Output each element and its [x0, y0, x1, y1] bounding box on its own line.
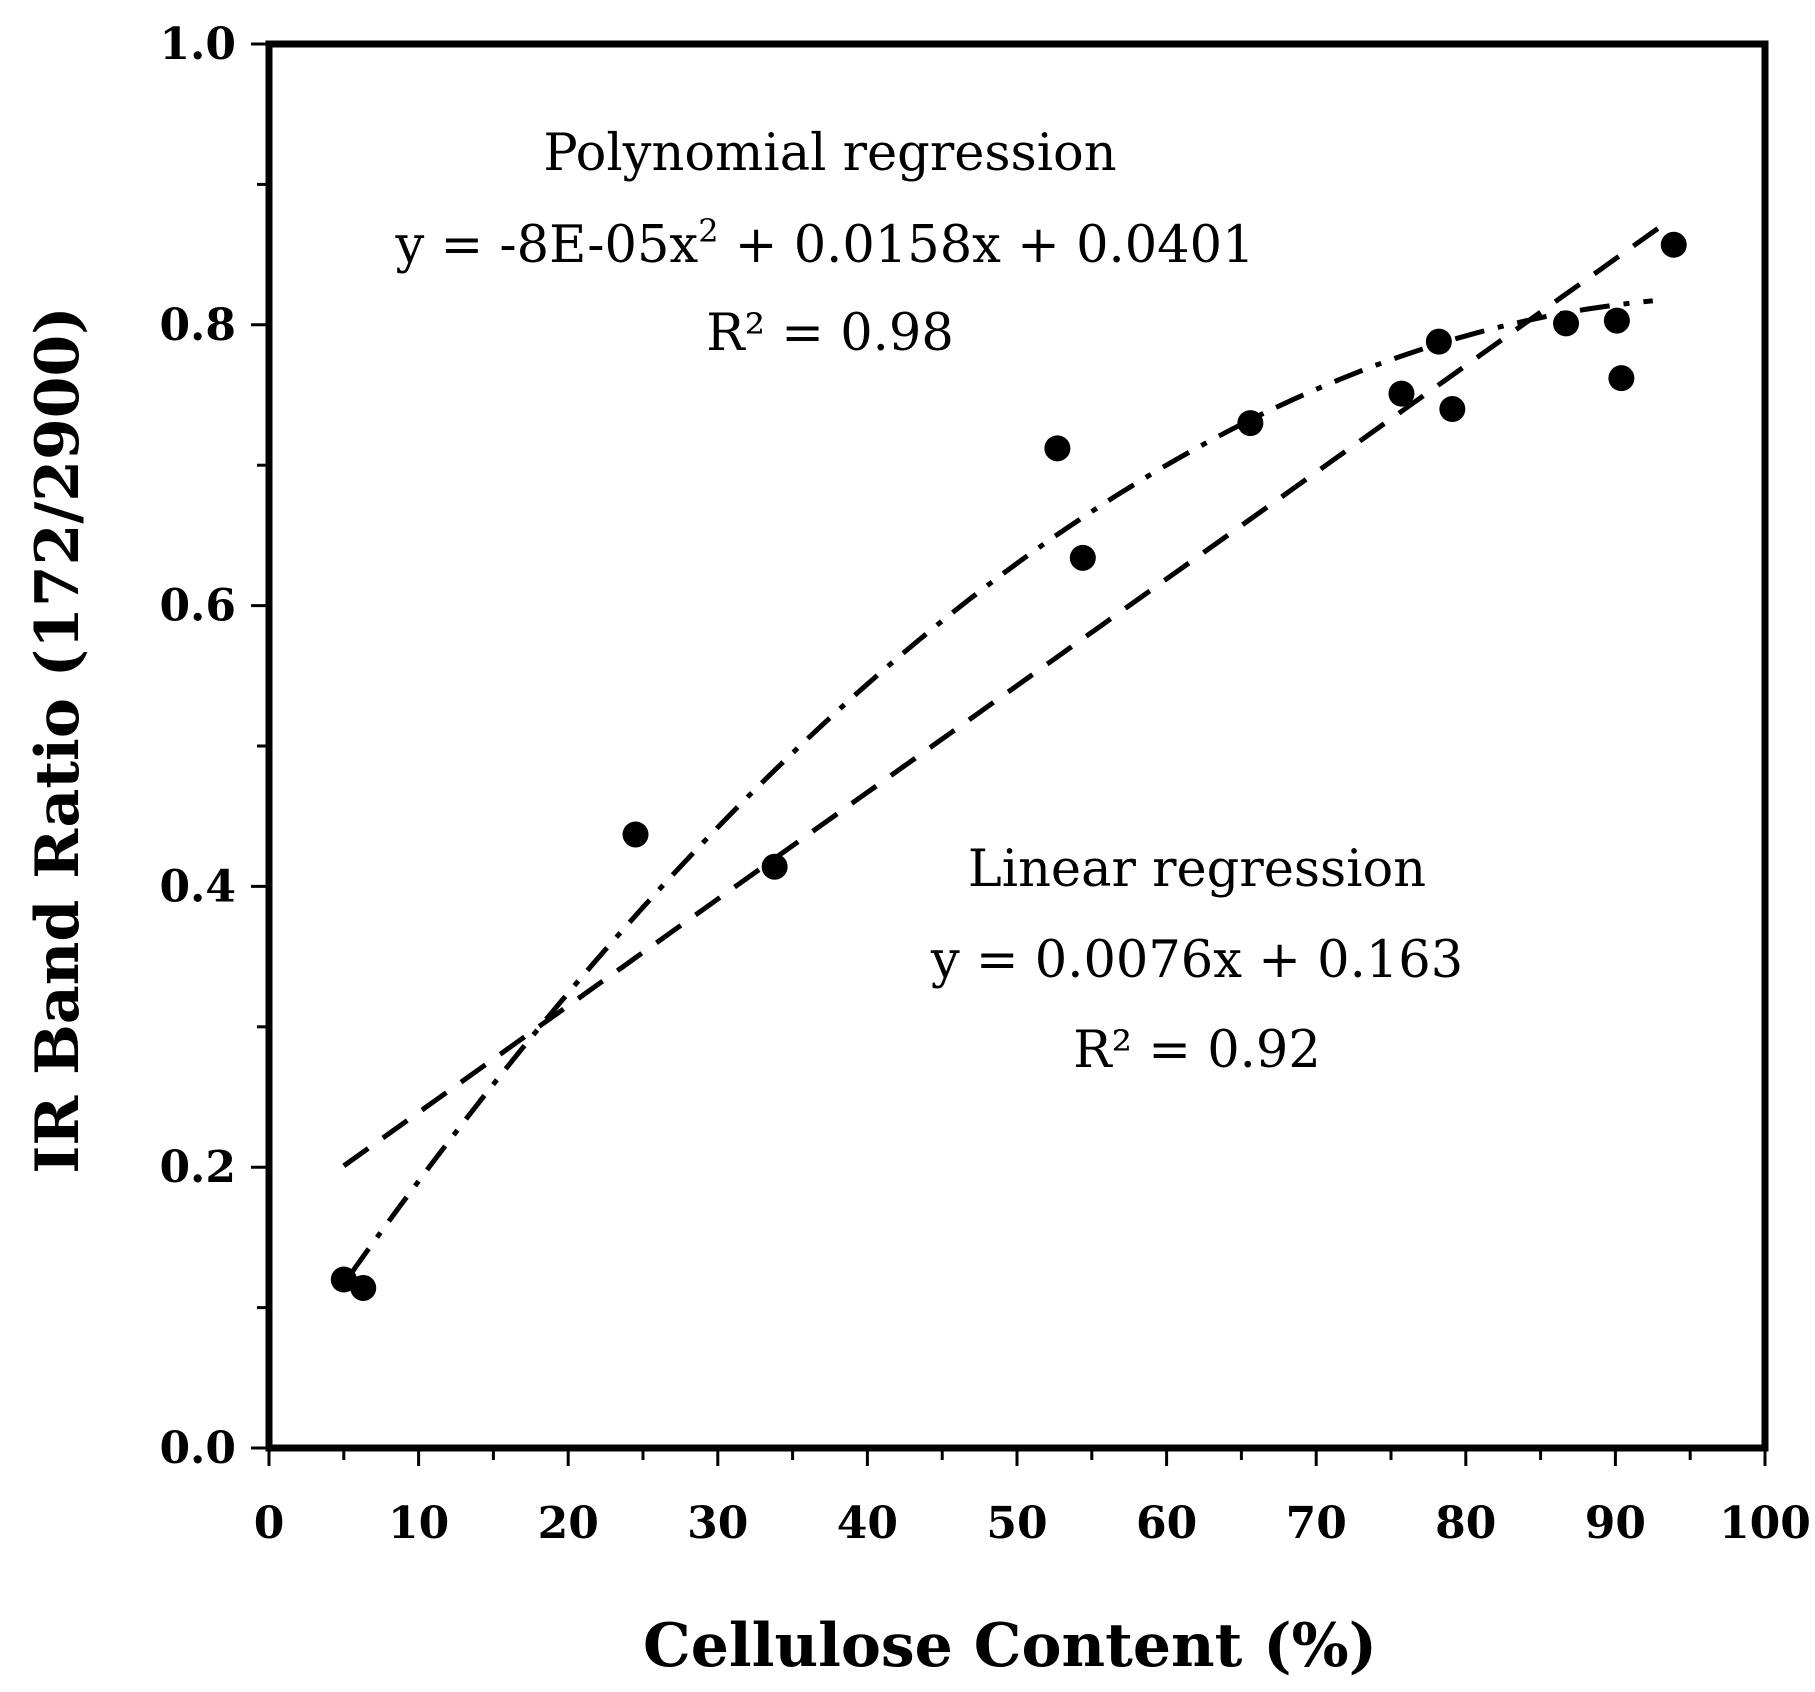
- x-tick-label: 30: [687, 1498, 748, 1549]
- x-axis-title: Cellulose Content (%): [643, 1611, 1377, 1681]
- poly-eq-prefix: y = -8E-05x: [394, 216, 698, 275]
- x-tick-label: 20: [538, 1498, 599, 1549]
- linear-regression-r2: R² = 0.92: [1073, 1021, 1321, 1080]
- y-tick-label: 0.4: [159, 861, 236, 912]
- data-point: [1237, 410, 1264, 437]
- data-point: [1608, 365, 1635, 392]
- data-point: [330, 1266, 357, 1293]
- poly-regression-equation: y = -8E-05x2 + 0.0158x + 0.0401: [394, 212, 1254, 275]
- x-tick-label: 0: [254, 1498, 285, 1549]
- x-tick-label: 10: [388, 1498, 449, 1549]
- y-tick-label: 0.8: [159, 300, 236, 351]
- x-tick-label: 80: [1435, 1498, 1496, 1549]
- data-point: [1425, 328, 1452, 355]
- poly-eq-suffix: + 0.0158x + 0.0401: [719, 216, 1255, 275]
- data-point: [1553, 310, 1580, 337]
- poly-eq-superscript: 2: [698, 212, 718, 250]
- y-axis-title: IR Band Ratio (172/2900): [23, 306, 93, 1173]
- y-tick-label: 0.0: [159, 1423, 236, 1474]
- data-point: [1044, 435, 1071, 462]
- x-tick-label: 40: [837, 1498, 898, 1549]
- polynomial-trendline: [349, 298, 1654, 1275]
- data-point: [1439, 396, 1466, 423]
- y-tick-label: 0.2: [159, 1142, 236, 1193]
- y-tick-label: 0.6: [159, 581, 236, 632]
- linear-regression-title: Linear regression: [968, 840, 1426, 899]
- x-tick-label: 70: [1286, 1498, 1347, 1549]
- trendlines-layer: [342, 224, 1662, 1275]
- points-layer: [330, 231, 1687, 1301]
- data-point: [622, 821, 649, 848]
- linear-regression-equation: y = 0.0076x + 0.163: [930, 931, 1463, 990]
- y-tick-label: 1.0: [159, 19, 236, 70]
- data-point: [350, 1274, 377, 1301]
- data-point: [1069, 544, 1096, 571]
- x-tick-label: 50: [986, 1498, 1047, 1549]
- poly-regression-r2: R² = 0.98: [706, 304, 954, 363]
- linear-trendline: [342, 224, 1662, 1168]
- data-point: [761, 853, 788, 880]
- x-tick-label: 90: [1585, 1498, 1646, 1549]
- poly-regression-title: Polynomial regression: [543, 124, 1116, 183]
- axes-layer: 0 10 20 30 40 50 60 70 80 90 100 0.0 0.2 0.4 0.6 0.8 1.0: [159, 19, 1810, 1549]
- x-tick-label: 100: [1719, 1498, 1811, 1549]
- x-tick-label: 60: [1136, 1498, 1197, 1549]
- data-point: [1388, 380, 1415, 407]
- data-point: [1603, 307, 1630, 334]
- data-point: [1660, 231, 1687, 258]
